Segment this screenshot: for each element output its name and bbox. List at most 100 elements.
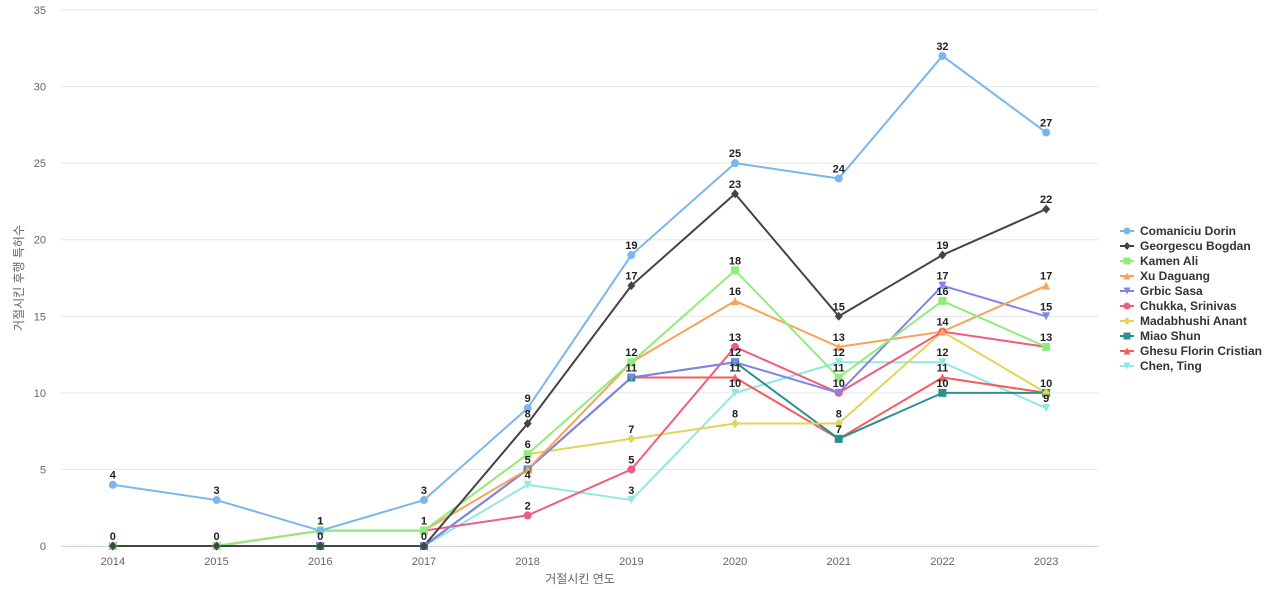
data-label-s0-2018: 9	[525, 393, 531, 405]
data-label-s9-2019: 3	[628, 485, 634, 497]
series-line-0	[111, 54, 1048, 532]
y-tick-label-15: 15	[34, 311, 46, 323]
data-label-s1-2023: 22	[1040, 194, 1052, 206]
data-label-s4-2023: 15	[1040, 301, 1052, 313]
point-s1-2016	[316, 541, 325, 551]
point-s1-2022	[938, 250, 947, 260]
point-s8-2022	[938, 373, 947, 382]
x-tick-label-2022: 2022	[930, 556, 954, 568]
data-label-s2-2021: 11	[833, 363, 845, 375]
data-label-s2-2018: 6	[525, 439, 531, 451]
x-tick-label-2023: 2023	[1034, 556, 1058, 568]
legend-swatch-marker	[1123, 347, 1131, 355]
data-label-s1-2020: 23	[729, 179, 741, 191]
legend-label: Chukka, Srinivas	[1140, 299, 1237, 313]
point-s4-2020	[731, 358, 740, 367]
data-label-s3-2023: 17	[1040, 271, 1052, 283]
data-label-s1-2022: 19	[936, 240, 948, 252]
legend-label: Miao Shun	[1140, 329, 1201, 343]
data-label-s1-2019: 17	[625, 271, 637, 283]
point-s9-2022	[938, 358, 947, 367]
data-label-s5-2020: 13	[729, 332, 741, 344]
legend-item-1[interactable]: Georgescu Bogdan	[1120, 239, 1251, 253]
data-label-s1-2017: 0	[421, 531, 427, 543]
point-s9-2023	[1042, 404, 1051, 413]
point-s3-2022	[938, 327, 947, 336]
data-label-s9-2020: 10	[729, 378, 741, 390]
data-label-s1-2018: 8	[525, 408, 531, 420]
legend-item-2[interactable]: Kamen Ali	[1120, 254, 1198, 268]
point-s7-2022	[938, 388, 947, 397]
legend-swatch-marker	[1123, 242, 1131, 250]
y-tick-label-35: 35	[34, 5, 46, 17]
data-label-s1-2021: 15	[833, 301, 845, 313]
data-label-s7-2020: 12	[729, 347, 741, 359]
data-label-s0-2023: 27	[1040, 118, 1052, 130]
data-label-s6-2023: 10	[1040, 378, 1052, 390]
data-label-s6-2019: 7	[628, 424, 634, 436]
legend-swatch-marker	[1123, 332, 1131, 340]
point-s0-2016	[316, 526, 325, 535]
point-s4-2022	[938, 281, 947, 290]
point-s2-2023	[1042, 342, 1051, 351]
data-label-s1-2015: 0	[213, 531, 219, 543]
legend-label: Grbic Sasa	[1140, 284, 1203, 298]
legend-item-3[interactable]: Xu Daguang	[1120, 269, 1210, 283]
legend-label: Xu Daguang	[1140, 269, 1210, 283]
data-label-s2-2020: 18	[729, 255, 741, 267]
point-s1-2021	[834, 311, 843, 321]
legend-item-9[interactable]: Chen, Ting	[1120, 359, 1202, 373]
point-s0-2021	[834, 174, 843, 183]
y-tick-label-5: 5	[40, 464, 46, 476]
data-label-s0-2019: 19	[625, 240, 637, 252]
legend-label: Kamen Ali	[1140, 254, 1198, 268]
data-label-s0-2020: 25	[729, 148, 741, 160]
data-label-s2-2022: 16	[936, 286, 948, 298]
legend-item-6[interactable]: Madabhushi Anant	[1120, 314, 1247, 328]
legend-item-0[interactable]: Comaniciu Dorin	[1120, 224, 1236, 238]
y-axis-title: 거절시킨 후행 특허수	[11, 225, 26, 331]
point-s3-2018	[523, 465, 532, 474]
legend-item-7[interactable]: Miao Shun	[1120, 329, 1201, 343]
series-line-3	[111, 284, 1048, 547]
point-s1-2017	[419, 541, 428, 551]
data-label-s5-2018: 2	[525, 500, 531, 512]
legend-swatch-marker	[1123, 227, 1131, 235]
data-label-s1-2016: 0	[317, 531, 323, 543]
legend-item-5[interactable]: Chukka, Srinivas	[1120, 299, 1237, 313]
point-s1-2014	[108, 541, 117, 551]
series-line-8	[111, 376, 1048, 547]
data-label-s2-2023: 13	[1040, 332, 1052, 344]
point-s1-2018	[523, 418, 532, 428]
x-tick-label-2017: 2017	[412, 556, 436, 568]
y-tick-label-25: 25	[34, 158, 46, 170]
series-line-7	[111, 361, 1048, 547]
legend-label: Georgescu Bogdan	[1140, 239, 1251, 253]
data-label-s0-2021: 24	[833, 163, 846, 175]
point-s9-2019	[627, 496, 636, 505]
data-label-s0-2017: 3	[421, 485, 427, 497]
legend-swatch-marker	[1123, 272, 1131, 280]
data-label-s3-2017: 1	[421, 516, 427, 528]
y-tick-label-20: 20	[34, 235, 46, 247]
x-tick-label-2019: 2019	[619, 556, 643, 568]
data-label-s5-2019: 5	[628, 454, 634, 466]
y-tick-label-10: 10	[34, 388, 46, 400]
legend-item-4[interactable]: Grbic Sasa	[1120, 284, 1203, 298]
point-s2-2020	[731, 266, 740, 275]
grid	[61, 9, 1098, 547]
data-label-s4-2022: 17	[936, 271, 948, 283]
data-label-s3-2016: 1	[317, 516, 323, 528]
legend-label: Comaniciu Dorin	[1140, 224, 1236, 238]
data-label-s3-2018: 5	[525, 454, 531, 466]
data-label-s8-2022: 11	[937, 363, 949, 375]
point-s8-2020	[731, 373, 740, 382]
series-lines	[111, 54, 1048, 547]
point-s6-2023	[1042, 388, 1051, 398]
point-s0-2020	[731, 159, 740, 168]
legend-item-8[interactable]: Ghesu Florin Cristian	[1120, 344, 1262, 358]
point-s2-2017	[419, 526, 428, 535]
point-s0-2022	[938, 51, 947, 60]
